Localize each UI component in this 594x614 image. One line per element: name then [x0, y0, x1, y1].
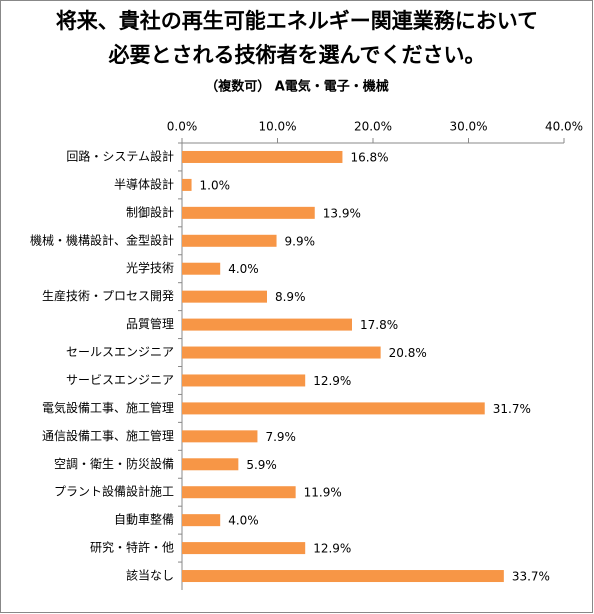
data-label: 8.9%: [275, 290, 306, 304]
data-label: 1.0%: [200, 178, 231, 192]
y-tick-label: 該当なし: [126, 568, 174, 583]
bar: [182, 458, 239, 471]
data-label: 33.7%: [512, 570, 550, 584]
data-label: 11.9%: [304, 486, 342, 500]
y-tick-label: 生産技術・プロセス開発: [42, 288, 174, 303]
bar: [182, 150, 343, 163]
y-tick-label: 空調・衛生・防災設備: [54, 456, 174, 471]
x-tick-label: 20.0%: [354, 120, 392, 134]
data-label: 13.9%: [323, 206, 361, 220]
bar: [182, 570, 504, 583]
bar: [182, 206, 315, 219]
y-tick-label: 品質管理: [126, 316, 174, 331]
y-tick-label: 半導体設計: [114, 176, 174, 191]
y-tick-label: 機械・機構設計、金型設計: [30, 232, 174, 247]
data-label: 12.9%: [313, 374, 351, 388]
bar: [182, 346, 381, 359]
y-tick-label: 制御設計: [126, 204, 174, 219]
bar: [182, 542, 306, 555]
y-tick-label: 通信設備工事、施工管理: [42, 428, 174, 443]
data-label: 20.8%: [389, 346, 427, 360]
data-label: 16.8%: [350, 150, 388, 164]
y-tick-label: 光学技術: [126, 260, 174, 275]
y-tick-label: 回路・システム設計: [66, 148, 174, 163]
bar: [182, 486, 296, 499]
data-label: 12.9%: [313, 542, 351, 556]
data-label: 7.9%: [265, 430, 296, 444]
y-tick-label: セールスエンジニア: [66, 345, 174, 359]
x-tick-label: 30.0%: [449, 120, 487, 134]
data-label: 4.0%: [228, 514, 259, 528]
chart-title: 将来、貴社の再生可能エネルギー関連業務において: [56, 9, 538, 33]
y-tick-label: サービスエンジニア: [66, 373, 174, 387]
data-label: 4.0%: [228, 262, 259, 276]
data-label: 31.7%: [493, 402, 531, 416]
chart-subtitle: （複数可） A電気・電子・機械: [205, 79, 389, 95]
bar: [182, 290, 267, 303]
bar: [182, 430, 258, 443]
bar: [182, 178, 192, 191]
bar: [182, 402, 485, 415]
bar: [182, 514, 221, 527]
y-tick-label: プラント設備設計施工: [54, 484, 174, 499]
y-tick-label: 研究・特許・他: [90, 540, 174, 555]
bar: [182, 318, 352, 331]
data-label: 17.8%: [360, 318, 398, 332]
data-label: 5.9%: [246, 458, 277, 472]
bar: [182, 374, 306, 387]
x-tick-label: 10.0%: [258, 120, 296, 134]
chart-title: 必要とされる技術者を選んでください。: [109, 43, 486, 67]
bar: [182, 234, 277, 247]
bar: [182, 262, 221, 275]
y-tick-label: 自動車整備: [114, 512, 174, 527]
y-tick-label: 電気設備工事、施工管理: [42, 400, 174, 415]
x-tick-label: 40.0%: [545, 120, 583, 134]
data-label: 9.9%: [285, 234, 316, 248]
x-tick-label: 0.0%: [167, 120, 198, 134]
